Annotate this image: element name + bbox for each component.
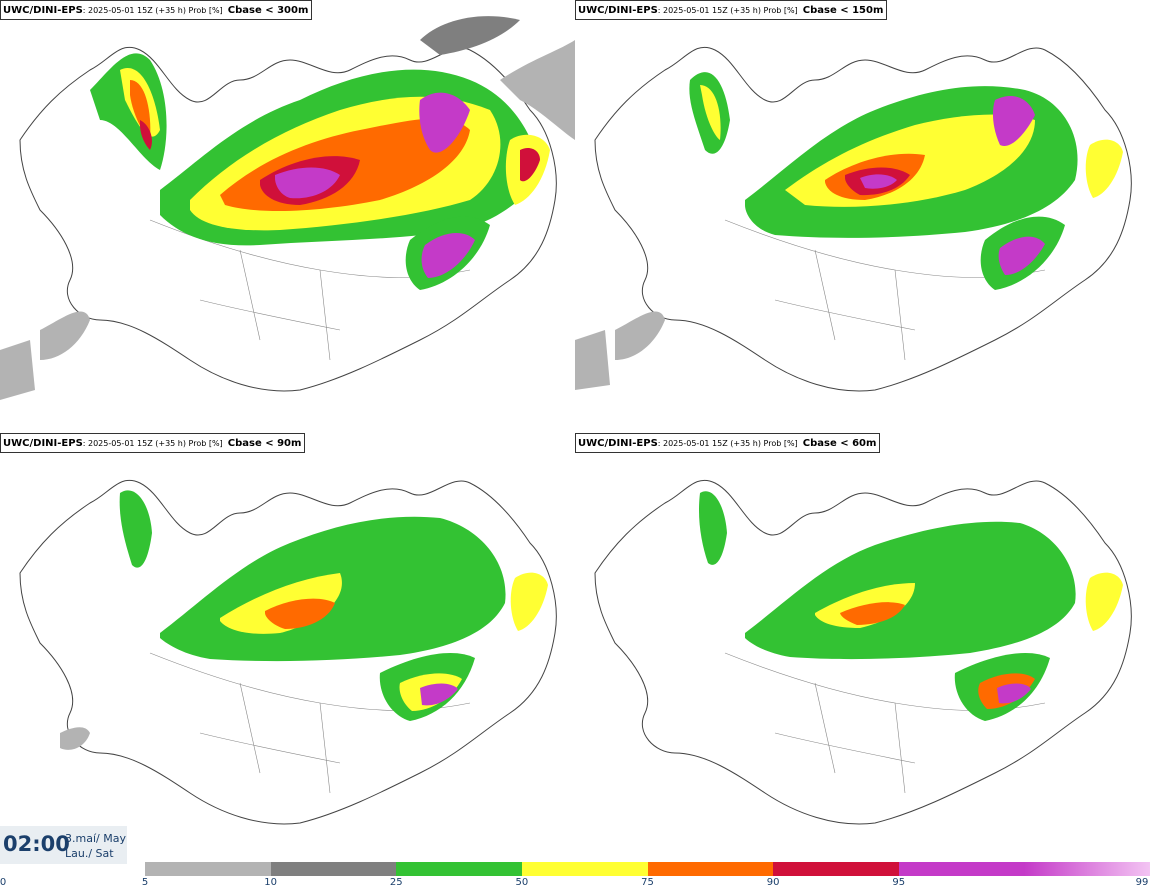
forecast-meta: : 2025-05-01 15Z (+35 h) Prob [%] (657, 6, 798, 15)
forecast-meta: : 2025-05-01 15Z (+35 h) Prob [%] (657, 439, 798, 448)
map-panel-300m: UWC/DINI-EPS: 2025-05-01 15Z (+35 h) Pro… (0, 0, 575, 433)
valid-time-box: 02:00 3.maí/ May Lau./ Sat (0, 826, 127, 864)
parameter-label: Cbase < 90m (227, 438, 302, 449)
colorbar-tick-label: 10 (264, 877, 277, 888)
iceland-map-60m (594, 479, 1132, 825)
colorbar-tick-label: 90 (766, 877, 780, 888)
colorbar-tick-label: 0 (0, 877, 7, 888)
parameter-label: Cbase < 150m (802, 5, 884, 16)
map-panel-150m: UWC/DINI-EPS: 2025-05-01 15Z (+35 h) Pro… (575, 0, 1150, 433)
forecast-meta: : 2025-05-01 15Z (+35 h) Prob [%] (82, 6, 223, 15)
map-panel-60m: UWC/DINI-EPS: 2025-05-01 15Z (+35 h) Pro… (575, 433, 1150, 866)
probability-field-300m (0, 16, 575, 400)
colorbar-segment (521, 862, 648, 876)
colorbar-segment (898, 862, 1025, 876)
panel-title: UWC/DINI-EPS: 2025-05-01 15Z (+35 h) Pro… (575, 0, 888, 20)
iceland-map-300m (0, 16, 575, 400)
parameter-label: Cbase < 60m (802, 438, 877, 449)
forecast-meta: : 2025-05-01 15Z (+35 h) Prob [%] (82, 439, 223, 448)
colorbar-segment (145, 862, 271, 876)
model-name: UWC/DINI-EPS (578, 5, 658, 16)
valid-time-clock: 02:00 (3, 832, 70, 856)
model-name: UWC/DINI-EPS (3, 438, 83, 449)
valid-date-line1: 3.maí/ May (65, 832, 126, 845)
map-panel-90m: UWC/DINI-EPS: 2025-05-01 15Z (+35 h) Pro… (0, 433, 575, 866)
colorbar-segment (270, 862, 397, 876)
probability-field-150m (575, 72, 1123, 390)
model-name: UWC/DINI-EPS (3, 5, 83, 16)
colorbar-tick-label: 99 (1135, 877, 1149, 888)
panel-title: UWC/DINI-EPS: 2025-05-01 15Z (+35 h) Pro… (0, 433, 306, 453)
probability-colorbar (145, 862, 1150, 876)
colorbar-segment (647, 862, 774, 876)
panel-title: UWC/DINI-EPS: 2025-05-01 15Z (+35 h) Pro… (0, 0, 313, 20)
colorbar-tick-label: 95 (892, 877, 906, 888)
colorbar-segment (1024, 862, 1150, 876)
colorbar-tick-label: 50 (515, 877, 529, 888)
colorbar-tick-label: 25 (389, 877, 403, 888)
colorbar-tick-label: 75 (641, 877, 654, 888)
probability-field-60m (698, 491, 1123, 721)
panel-title: UWC/DINI-EPS: 2025-05-01 15Z (+35 h) Pro… (575, 433, 881, 453)
colorbar-segment (773, 862, 899, 876)
probability-field-90m (60, 490, 548, 750)
model-name: UWC/DINI-EPS (578, 438, 658, 449)
valid-date-line2: Lau./ Sat (65, 847, 114, 860)
parameter-label: Cbase < 300m (227, 5, 309, 16)
colorbar-segment (396, 862, 522, 876)
colorbar-tick-label: 5 (141, 877, 149, 888)
iceland-map-90m (19, 479, 557, 825)
iceland-map-150m (575, 46, 1132, 392)
